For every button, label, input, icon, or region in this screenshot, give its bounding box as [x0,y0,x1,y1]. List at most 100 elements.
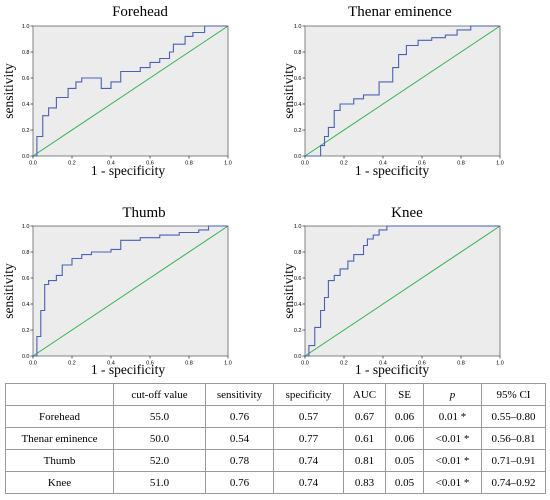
y-tick-label: 0.8 [294,250,302,256]
header-cell-ci: 95% CI [481,383,546,406]
x-tick-label: 0.8 [185,161,193,167]
y-tick-label: 0.6 [22,76,30,82]
table-cell: 0.01 * [423,405,482,428]
x-tick-label: 0.2 [340,161,348,167]
table-cell: 0.61 [343,427,386,450]
table-cell: 0.77 [273,427,344,450]
y-tick-label: 0.0 [294,154,302,160]
table-cell: <0.01 * [423,471,482,494]
y-tick-label: 1.0 [22,24,30,30]
table-cell: 51.0 [113,471,206,494]
roc-curve [305,225,500,357]
x-tick-label: 1.0 [224,361,232,367]
table-cell: 0.05 [385,449,424,472]
chart-title: Thumb [122,205,165,221]
x-tick-label: 0.0 [29,161,37,167]
y-tick-label: 1.0 [22,224,30,230]
chart-title: Thenar eminence [348,4,452,20]
reference-line [304,225,501,357]
x-tick-label: 0.8 [457,161,465,167]
y-tick-label: 0.8 [22,250,30,256]
y-axis-label: sensitivity [281,63,296,119]
table-cell: 0.54 [205,427,274,450]
y-tick-label: 0.0 [294,354,302,360]
table-row: Forehead 55.0 0.76 0.57 0.67 0.06 0.01 *… [5,405,546,428]
roc-chart-2: 0.0 0.2 0.4 0.6 0.8 1.0 0.0 0.2 0.4 0.6 0.8 1.0 Then… [281,4,504,178]
x-tick-label: 0.0 [301,161,309,167]
roc-charts: 0.0 0.2 0.4 0.6 0.8 1.0 0.0 0.2 0.4 0.6 0.8 1.0 Fore… [1,4,504,377]
table-cell: 0.57 [273,405,344,428]
header-cell-cutoff: cut-off value [113,383,206,406]
table-row: Thenar eminence 50.0 0.54 0.77 0.61 0.06… [5,427,546,450]
table-cell: Forehead [5,405,114,428]
header-cell-specificity: specificity [273,383,344,406]
x-tick-label: 0.2 [340,361,348,367]
y-tick-label: 0.2 [294,128,302,134]
y-axis-label: sensitivity [1,63,16,119]
table-cell: 0.56–0.81 [481,427,546,450]
y-axis-label: sensitivity [1,263,16,319]
x-tick-label: 0.6 [418,361,426,367]
x-tick-label: 0.6 [146,361,154,367]
roc-curve [33,225,228,357]
table-cell: <0.01 * [423,427,482,450]
x-tick-label: 0.0 [301,361,309,367]
y-tick-label: 0.4 [22,302,30,308]
y-tick-label: 0.4 [294,102,302,108]
y-tick-label: 0.6 [22,276,30,282]
table-cell: 0.76 [205,471,274,494]
y-tick-label: 0.0 [22,354,30,360]
x-tick-label: 1.0 [496,361,504,367]
x-tick-label: 0.4 [107,361,115,367]
stats-table: cut-off value sensitivity specificity AU… [5,383,546,494]
table-cell: 0.06 [385,405,424,428]
header-cell-sensitivity: sensitivity [205,383,274,406]
y-tick-label: 0.8 [22,50,30,56]
y-tick-label: 1.0 [294,24,302,30]
table-cell: Thumb [5,449,114,472]
table-cell: 0.76 [205,405,274,428]
table-cell: 0.67 [343,405,386,428]
table-cell: 55.0 [113,405,206,428]
x-tick-label: 0.8 [457,361,465,367]
x-tick-label: 0.6 [146,161,154,167]
reference-line [32,225,229,357]
header-cell-blank [5,383,114,406]
table-cell: 0.71–0.91 [481,449,546,472]
table-cell: Knee [5,471,114,494]
header-cell-auc: AUC [343,383,386,406]
chart-title: Forehead [112,4,168,20]
x-tick-label: 0.4 [107,161,115,167]
x-tick-label: 0.4 [379,361,387,367]
x-axis-label: 1 - specificity [91,362,165,377]
table-cell: 0.74–0.92 [481,471,546,494]
table-header-row: cut-off value sensitivity specificity AU… [5,383,546,406]
table-cell: 0.74 [273,471,344,494]
x-axis-label: 1 - specificity [355,163,429,178]
x-tick-label: 1.0 [496,161,504,167]
roc-chart-1: 0.0 0.2 0.4 0.6 0.8 1.0 0.0 0.2 0.4 0.6 0.8 1.0 Fore… [1,4,232,178]
y-tick-label: 0.2 [294,328,302,334]
header-cell-p: p [423,383,482,406]
table-cell: Thenar eminence [5,427,114,450]
x-axis-label: 1 - specificity [91,163,165,178]
table-cell: 50.0 [113,427,206,450]
y-tick-label: 0.8 [294,50,302,56]
table-cell: 0.05 [385,471,424,494]
table-cell: 0.81 [343,449,386,472]
y-tick-label: 0.6 [294,276,302,282]
table-cell: 0.78 [205,449,274,472]
x-axis-label: 1 - specificity [355,362,429,377]
header-cell-se: SE [385,383,424,406]
reference-line [304,25,501,157]
roc-chart-3: 0.0 0.2 0.4 0.6 0.8 1.0 0.0 0.2 0.4 0.6 0.8 1.0 Thum… [1,205,232,377]
y-tick-label: 0.0 [22,154,30,160]
table-cell: 0.06 [385,427,424,450]
y-tick-label: 0.6 [294,76,302,82]
x-tick-label: 0.6 [418,161,426,167]
x-tick-label: 0.8 [185,361,193,367]
reference-line [32,25,229,157]
y-tick-label: 0.4 [22,102,30,108]
table-row: Thumb 52.0 0.78 0.74 0.81 0.05 <0.01 * 0… [5,449,546,472]
table-cell: 52.0 [113,449,206,472]
